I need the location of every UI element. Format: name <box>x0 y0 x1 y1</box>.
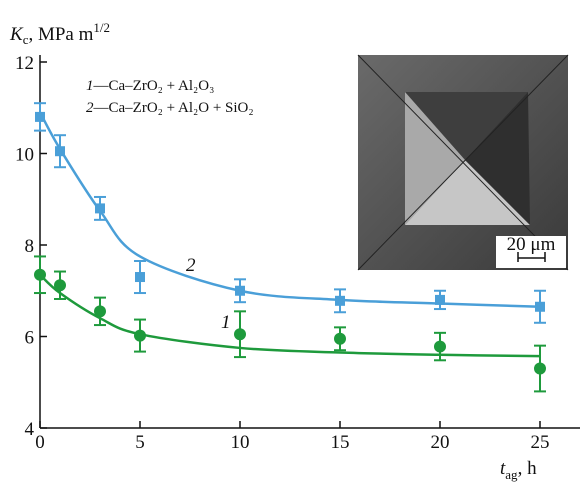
marker <box>35 112 45 122</box>
y-tick-label: 6 <box>25 328 35 349</box>
legend-dash: — <box>93 100 110 116</box>
marker <box>235 286 245 296</box>
fit-curve <box>40 275 540 356</box>
x-tick-label: 5 <box>135 432 145 453</box>
scale-label: 20 μm <box>507 234 556 255</box>
legend-entry: 2—Ca–ZrO₂ + Al₂O + SiO₂ <box>86 100 254 116</box>
marker <box>434 341 446 353</box>
legend-dash: — <box>93 78 110 94</box>
marker <box>234 328 246 340</box>
marker <box>335 296 345 306</box>
marker <box>334 333 346 345</box>
marker <box>95 203 105 213</box>
chart: 20 μm Kc, MPa m1/2 tag, h 46810120510152… <box>0 0 585 489</box>
x-tick-label: 20 <box>431 432 450 453</box>
marker <box>534 363 546 375</box>
y-tick-label: 4 <box>25 419 35 440</box>
marker <box>54 279 66 291</box>
x-tick-label: 10 <box>231 432 250 453</box>
curve-label: 1 <box>221 312 231 333</box>
legend-text: Ca–ZrO₂ + Al₂O + SiO₂ <box>109 100 254 116</box>
inset-image: 20 μm <box>358 55 568 270</box>
curve-label: 2 <box>186 255 196 276</box>
marker <box>135 272 145 282</box>
legend-entry: 1—Ca–ZrO₂ + Al₂O₃ <box>86 78 214 94</box>
marker <box>55 146 65 156</box>
marker <box>134 330 146 342</box>
marker <box>94 305 106 317</box>
y-tick-label: 12 <box>15 53 34 74</box>
x-axis-label: tag, h <box>500 458 537 482</box>
x-tick-label: 0 <box>35 432 45 453</box>
y-axis-label: Kc, MPa m1/2 <box>9 20 110 47</box>
x-tick-label: 15 <box>331 432 350 453</box>
legend-number: 1 <box>86 78 94 94</box>
y-tick-label: 8 <box>25 236 35 257</box>
marker <box>535 302 545 312</box>
marker <box>34 269 46 281</box>
legend-text: Ca–ZrO₂ + Al₂O₃ <box>109 78 215 94</box>
y-tick-label: 10 <box>15 145 34 166</box>
marker <box>435 295 445 305</box>
x-tick-label: 25 <box>531 432 550 453</box>
